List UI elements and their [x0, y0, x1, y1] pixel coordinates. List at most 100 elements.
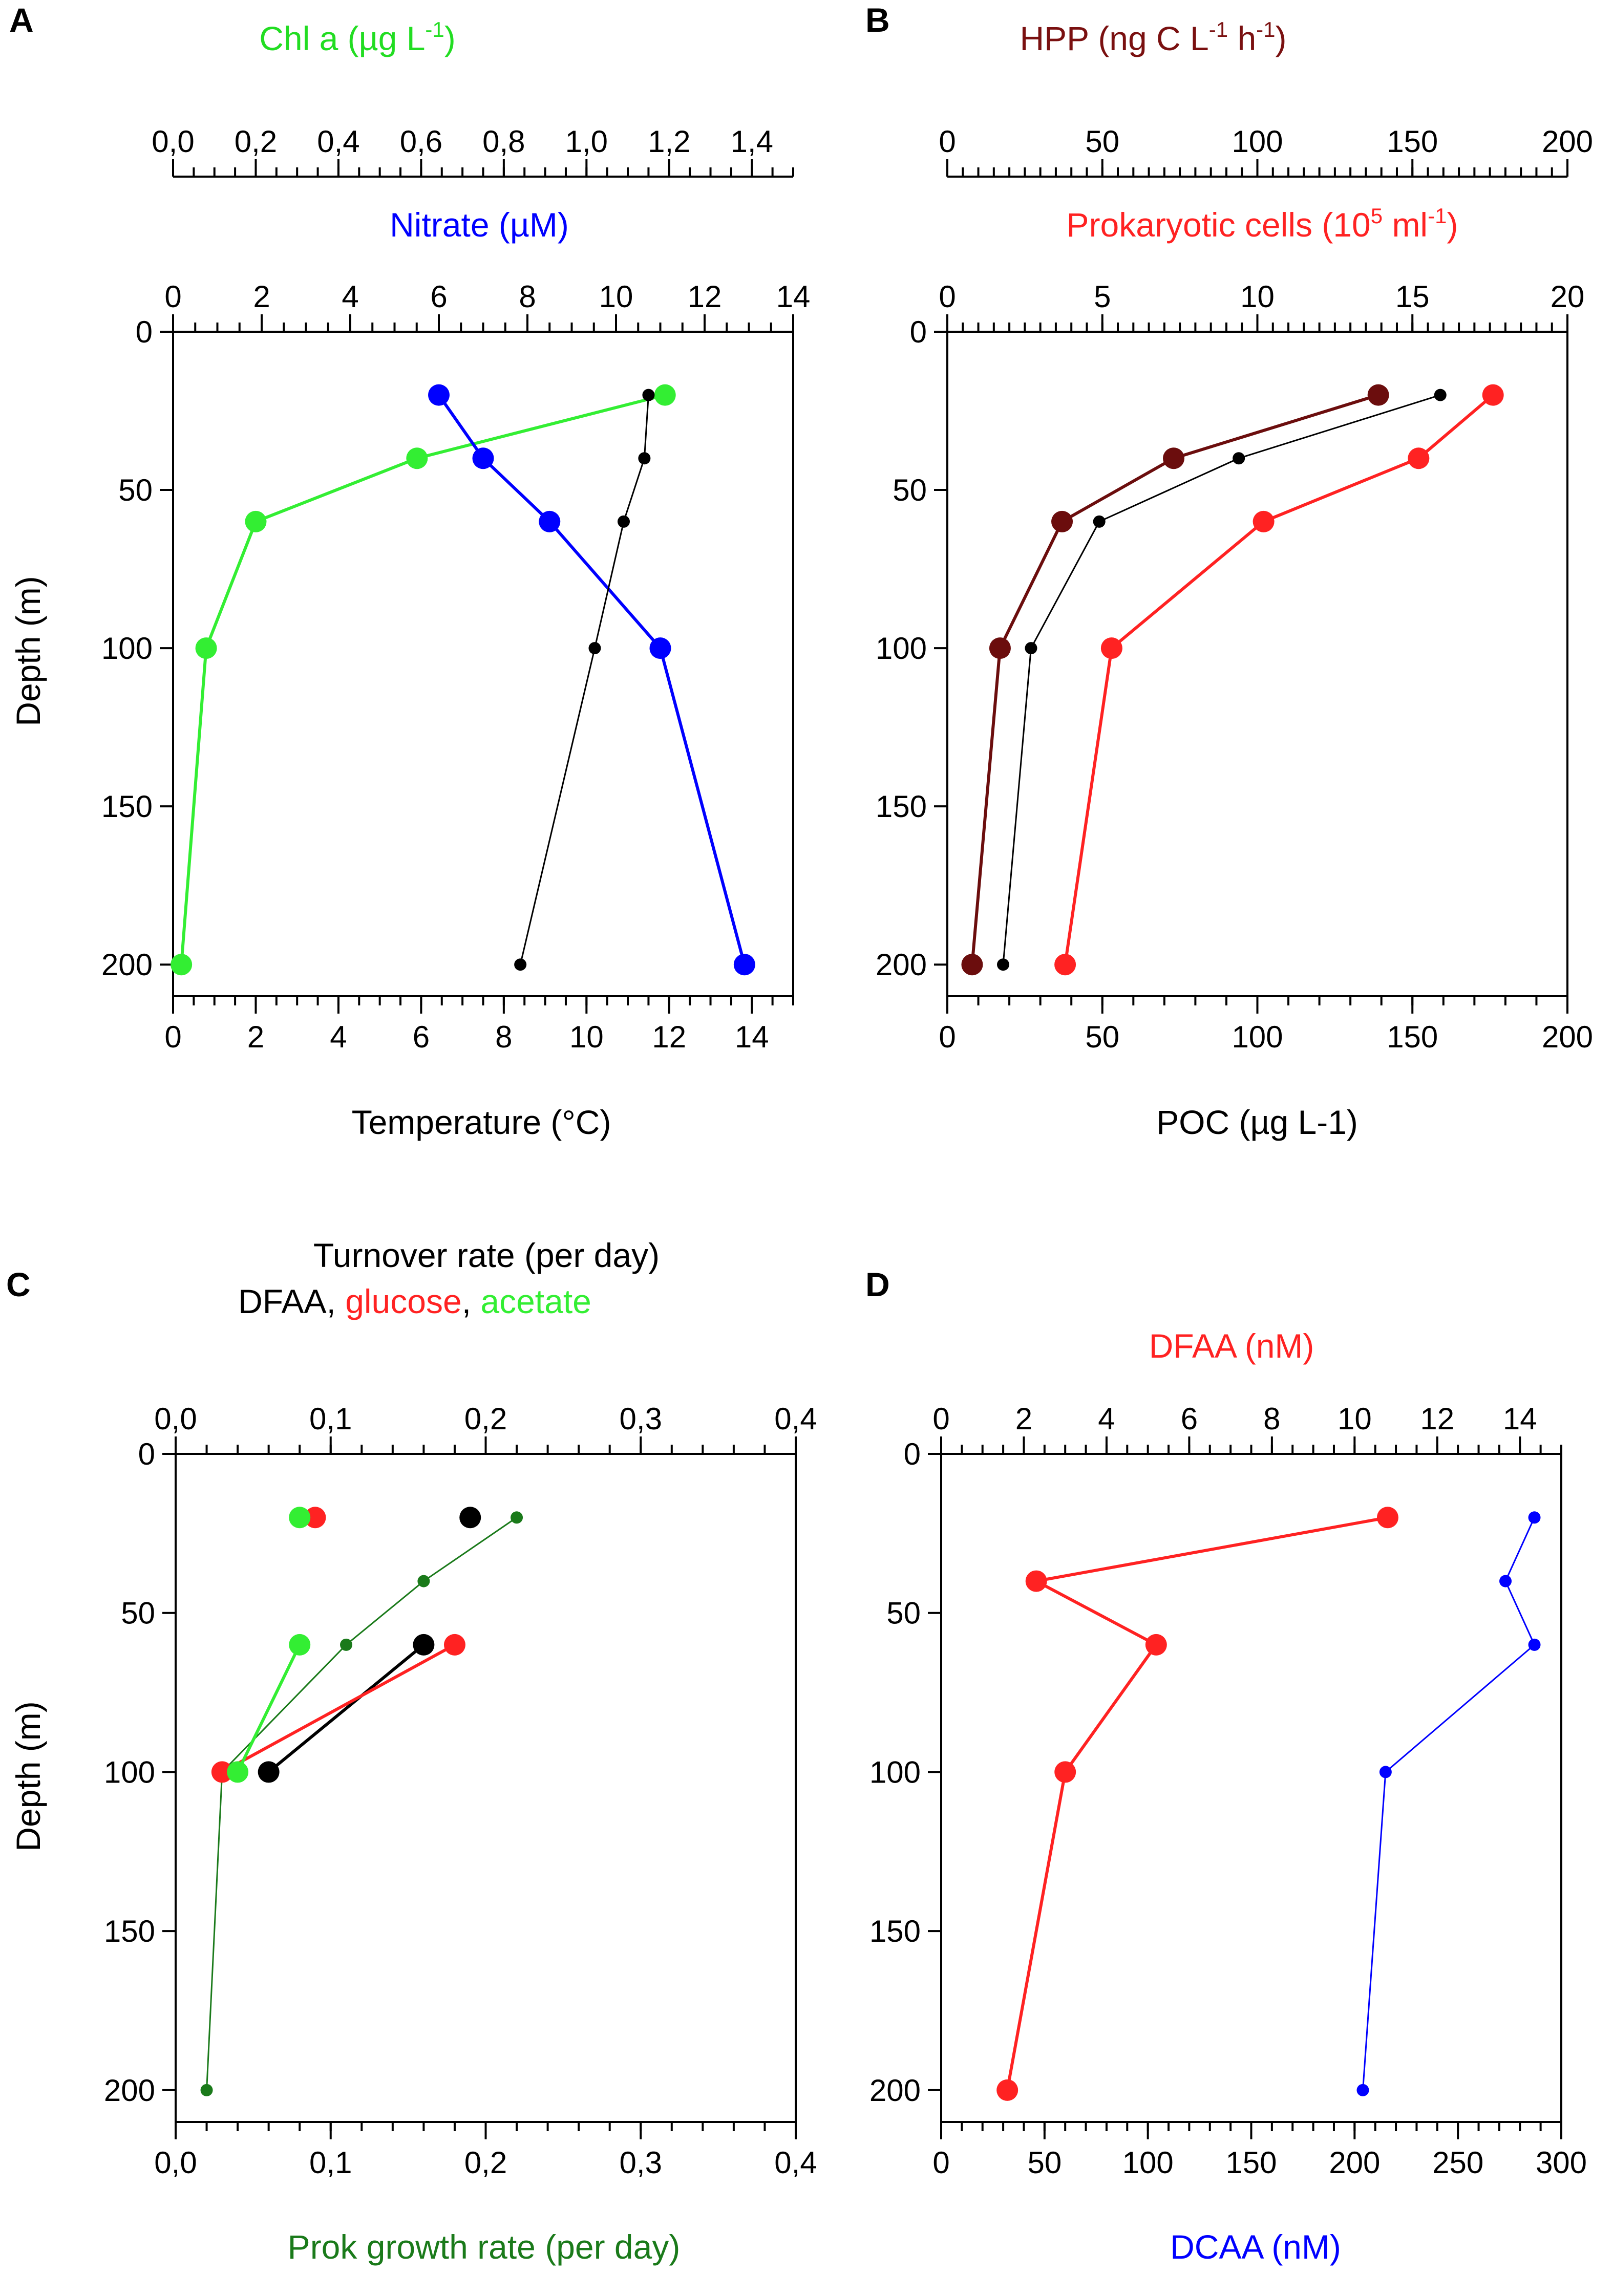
point-glucose-turnover-20m [304, 1507, 326, 1529]
tick-label-150: 150 [1387, 124, 1438, 159]
depth-tick-label-150: 150 [101, 789, 153, 824]
tick-label-0: 0 [164, 280, 181, 314]
tick-label-0-4: 0,4 [317, 124, 359, 159]
point-dcaa-40m [1499, 1575, 1512, 1587]
tick-label-2: 2 [1015, 1402, 1032, 1436]
point-hpp-60m [1051, 510, 1073, 532]
series-prokaryotic-cells [1054, 384, 1504, 976]
tick-label-200: 200 [1329, 2145, 1380, 2180]
tick-label-0: 0 [939, 1020, 956, 1054]
tick-label-14: 14 [735, 1020, 769, 1054]
tick-label-12: 12 [1420, 1402, 1454, 1436]
tick-label-5: 5 [1094, 280, 1111, 314]
panel-letter-b: B [865, 1, 890, 39]
tick-label-1: 1,0 [565, 124, 608, 159]
depth-tick-label-200: 200 [876, 948, 927, 982]
point-glucose-turnover-100m [211, 1761, 233, 1783]
point-nitrate-20m [428, 384, 450, 406]
depth-tick-label-0: 0 [136, 315, 153, 349]
cells-axis-title: Prokaryotic cells (105 ml-1) [1067, 204, 1458, 244]
point-poc-40m [1233, 452, 1245, 465]
series-line-dcaa [1362, 1517, 1536, 2090]
tick-label-2: 2 [247, 1020, 264, 1054]
point-temperature-100m [588, 642, 601, 655]
tick-label-4: 4 [1098, 1402, 1115, 1436]
point-hpp-200m [961, 954, 983, 976]
tick-label-1-4: 1,4 [731, 124, 773, 159]
tick-label-200: 200 [1542, 1020, 1593, 1054]
tick-label-0-2: 0,2 [464, 1402, 507, 1436]
tick-label-12: 12 [652, 1020, 686, 1054]
dfaa-axis: 0 2 4 6 8 10 12 14 [932, 1402, 1562, 1454]
tick-label-50: 50 [1085, 124, 1119, 159]
tick-label-15: 15 [1395, 280, 1430, 314]
point-prok-growth-rate-40m [417, 1575, 430, 1587]
tick-label-0-3: 0,3 [620, 2145, 662, 2180]
depth-tick-label-100: 100 [104, 1755, 155, 1789]
depth-tick-label-100: 100 [869, 1755, 921, 1789]
series-layer [961, 384, 1504, 976]
point-dfaa-turnover-100m [258, 1761, 280, 1783]
chl-axis: 0,0 0,2 0,4 0,6 0,8 1,0 1,2 1,4 [152, 124, 794, 178]
tick-label-0-2: 0,2 [464, 2145, 507, 2180]
point-dfaa-40m [1025, 1570, 1047, 1592]
nitrate-axis: 0 2 4 6 8 10 12 14 [164, 280, 810, 332]
point-prok-growth-rate-20m [511, 1511, 523, 1524]
panel-c: C Turnover rate (per day) DFAA, glucose,… [6, 1236, 817, 2266]
dcaa-axis: 0 50 100 150 200 250 300 [932, 2122, 1587, 2180]
series-poc [996, 389, 1447, 971]
point-prok-growth-rate-200m [200, 2084, 213, 2096]
point-prokaryotic-cells-40m [1408, 447, 1430, 469]
point-dfaa-100m [1054, 1761, 1076, 1783]
series-line-prokaryotic-cells [1064, 394, 1494, 965]
tick-label-6: 6 [1181, 1402, 1198, 1436]
series-acetate-turnover [227, 1507, 311, 1783]
tick-label-0: 0 [932, 2145, 949, 2180]
series-layer [171, 384, 755, 976]
poc-axis: 0 50 100 150 200 [939, 996, 1593, 1054]
point-poc-60m [1093, 515, 1106, 528]
depth-tick-label-0: 0 [138, 1437, 155, 1471]
depth-tick-label-50: 50 [118, 473, 153, 507]
series-hpp [961, 384, 1389, 976]
depth-tick-label-0: 0 [904, 1437, 921, 1471]
point-hpp-20m [1367, 384, 1389, 406]
dfaa-axis-title: DFAA (nM) [1149, 1327, 1314, 1365]
depth-axis-title: Depth (m) [9, 1701, 47, 1851]
tick-label-20: 20 [1551, 280, 1585, 314]
series-line-prok-growth-rate [206, 1517, 517, 2090]
depth-tick-label-150: 150 [876, 789, 927, 824]
tick-label-10: 10 [1338, 1402, 1372, 1436]
turnover-axis: 0,0 0,1 0,2 0,3 0,4 [154, 1402, 817, 1454]
point-temperature-40m [638, 452, 651, 465]
tick-label-0-4: 0,4 [774, 2145, 817, 2180]
point-prok-growth-rate-60m [340, 1638, 353, 1651]
plot-frame [172, 331, 794, 997]
tick-label-0-1: 0,1 [309, 1402, 352, 1436]
point-temperature-60m [617, 515, 630, 528]
tick-label-150: 150 [1387, 1020, 1438, 1054]
turnover-axis-title: Turnover rate (per day) [313, 1236, 660, 1274]
chl-axis-title: Chl a (µg L-1) [259, 17, 456, 57]
point-glucose-turnover-60m [443, 1634, 465, 1656]
depth-axis: 0 50 100 150 200 [101, 315, 173, 982]
point-nitrate-200m [733, 954, 755, 976]
series-line-glucose-turnover [221, 1643, 456, 1774]
point-dcaa-60m [1528, 1638, 1541, 1651]
poc-axis-title: POC (µg L-1) [1156, 1103, 1358, 1141]
tick-label-0: 0 [164, 1020, 181, 1054]
tick-label-2: 2 [253, 280, 270, 314]
panel-letter-a: A [9, 1, 34, 39]
tick-label-4: 4 [330, 1020, 347, 1054]
series-temperature [514, 389, 655, 971]
series-layer [200, 1507, 523, 2096]
panel-letter-c: C [6, 1265, 31, 1303]
tick-label-8: 8 [495, 1020, 512, 1054]
tick-label-14: 14 [776, 280, 811, 314]
point-dfaa-20m [1376, 1507, 1398, 1529]
point-prokaryotic-cells-20m [1482, 384, 1504, 406]
point-dcaa-100m [1379, 1766, 1392, 1778]
dcaa-axis-title: DCAA (nM) [1170, 2228, 1341, 2266]
series-line-dfaa [1006, 1516, 1388, 2091]
series-nitrate [428, 384, 755, 976]
